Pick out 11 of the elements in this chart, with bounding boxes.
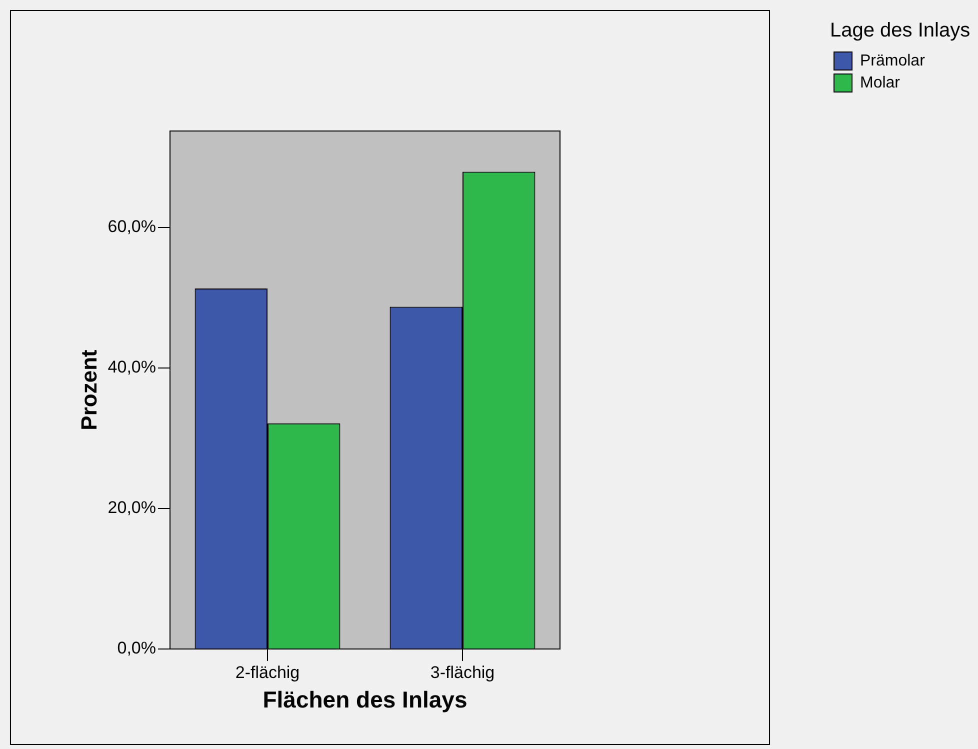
y-tick-label: 20,0%	[108, 498, 156, 518]
legend-label: Molar	[860, 74, 901, 92]
legend-label: Prämolar	[860, 52, 926, 70]
x-tick-label: 2-flächig	[235, 662, 300, 682]
y-tick-label: 60,0%	[108, 216, 156, 236]
y-tick-label: 40,0%	[108, 358, 156, 377]
x-axis-title: Flächen des Inlays	[262, 686, 468, 713]
y-axis-title: Prozent	[76, 348, 102, 430]
y-tick-label: 0,0%	[117, 638, 156, 658]
legend-title: Lage des Inlays	[830, 20, 970, 42]
x-tick-label: 3-flächig	[430, 662, 495, 682]
